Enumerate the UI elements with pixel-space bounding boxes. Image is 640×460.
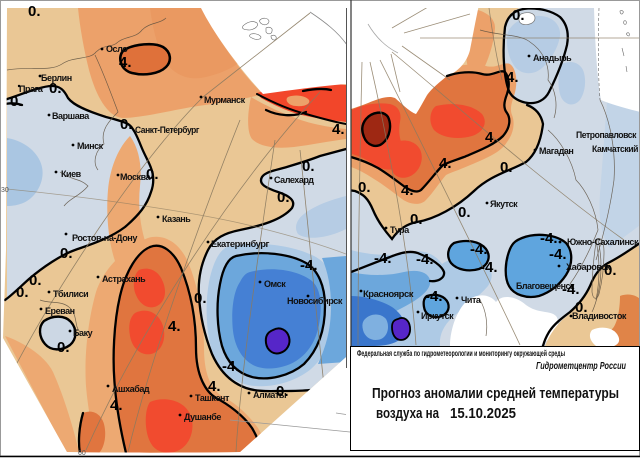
svg-text:-4.: -4.	[562, 281, 580, 298]
svg-text:Ростов-на-Дону: Ростов-на-Дону	[72, 233, 137, 243]
svg-text:Алматы: Алматы	[253, 390, 287, 400]
svg-text:Новосибирск: Новосибирск	[287, 296, 343, 306]
svg-text:Анадырь: Анадырь	[533, 53, 572, 63]
svg-text:Иркутск: Иркутск	[421, 311, 454, 321]
svg-text:15.10.2025: 15.10.2025	[450, 405, 516, 422]
svg-text:Екатеринбург: Екатеринбург	[211, 239, 270, 249]
svg-text:0.: 0.	[146, 166, 159, 183]
svg-text:4.: 4.	[110, 397, 123, 414]
svg-text:Осло: Осло	[106, 44, 128, 54]
svg-text:Гидрометцентр России: Гидрометцентр России	[536, 360, 626, 372]
svg-text:0.: 0.	[276, 383, 289, 400]
svg-text:Хабаровск: Хабаровск	[566, 262, 611, 272]
svg-text:Федеральная служба по гидромет: Федеральная служба по гидрометеорологии …	[357, 349, 565, 358]
svg-text:4.: 4.	[119, 54, 132, 71]
svg-text:4.: 4.	[208, 378, 221, 395]
svg-text:Магадан: Магадан	[539, 146, 573, 156]
svg-text:Баку: Баку	[73, 328, 93, 338]
svg-text:0.: 0.	[57, 339, 70, 356]
svg-text:30: 30	[1, 187, 9, 194]
svg-text:Прага: Прага	[19, 84, 44, 94]
svg-text:4.: 4.	[168, 318, 181, 335]
svg-text:4.: 4.	[485, 129, 498, 146]
svg-text:4.: 4.	[506, 69, 519, 86]
svg-text:Казань: Казань	[162, 214, 191, 224]
svg-text:60: 60	[78, 450, 86, 457]
svg-text:Ереван: Ереван	[45, 306, 75, 316]
svg-text:4.: 4.	[439, 155, 452, 172]
svg-text:Омск: Омск	[264, 279, 286, 289]
svg-text:Киев: Киев	[61, 169, 82, 179]
svg-text:Петропавловск: Петропавловск	[576, 130, 637, 140]
svg-text:-4.: -4.	[374, 250, 392, 267]
svg-text:Южно-Сахалинск: Южно-Сахалинск	[567, 237, 639, 247]
svg-text:Владивосток: Владивосток	[572, 311, 627, 321]
svg-text:0.: 0.	[500, 159, 513, 176]
svg-text:-4.: -4.	[549, 246, 567, 263]
svg-text:0.: 0.	[512, 7, 525, 24]
svg-text:Красноярск: Красноярск	[363, 289, 414, 299]
svg-text:Прогноз аномалии средней темпе: Прогноз аномалии средней температуры	[372, 385, 619, 402]
svg-text:Душанбе: Душанбе	[184, 412, 221, 422]
svg-text:-4.: -4.	[416, 251, 434, 268]
svg-text:-4.: -4.	[540, 230, 558, 247]
svg-text:Тбилиси: Тбилиси	[53, 289, 88, 299]
svg-text:0.: 0.	[458, 204, 471, 221]
svg-text:0.: 0.	[410, 211, 423, 228]
svg-text:0.: 0.	[604, 262, 617, 279]
svg-text:Мурманск: Мурманск	[204, 95, 246, 105]
svg-text:0.: 0.	[277, 189, 290, 206]
svg-text:Варшава: Варшава	[52, 111, 90, 121]
svg-text:0.: 0.	[194, 290, 207, 307]
svg-text:0.: 0.	[120, 116, 133, 133]
svg-text:Благовещенск: Благовещенск	[516, 281, 575, 291]
svg-text:0.: 0.	[358, 179, 371, 196]
svg-text:0.: 0.	[575, 299, 588, 316]
svg-text:Салехард: Салехард	[274, 175, 314, 185]
svg-text:0.: 0.	[60, 245, 73, 262]
svg-text:4.: 4.	[401, 182, 414, 199]
svg-text:Астрахань: Астрахань	[102, 274, 146, 284]
svg-text:Камчатский: Камчатский	[592, 144, 638, 154]
svg-text:4.: 4.	[332, 121, 345, 138]
svg-text:-4.: -4.	[480, 259, 498, 276]
svg-text:Ташкент: Ташкент	[195, 393, 230, 403]
svg-text:-4.: -4.	[425, 288, 443, 305]
svg-text:Берлин: Берлин	[41, 73, 72, 83]
svg-text:воздуха на: воздуха на	[376, 405, 439, 422]
svg-text:0.: 0.	[29, 272, 42, 289]
svg-text:Якутск: Якутск	[490, 199, 518, 209]
svg-text:Тура: Тура	[390, 225, 410, 235]
svg-text:0.: 0.	[49, 80, 62, 97]
svg-text:0.: 0.	[16, 284, 29, 301]
svg-text:Ашхабад: Ашхабад	[112, 384, 150, 394]
svg-text:Санкт-Петербург: Санкт-Петербург	[135, 125, 200, 135]
svg-text:0.: 0.	[302, 158, 315, 175]
svg-text:-4.: -4.	[300, 257, 318, 274]
svg-text:-4.: -4.	[470, 241, 488, 258]
svg-text:0.: 0.	[10, 93, 23, 110]
svg-text:Чита: Чита	[461, 295, 482, 305]
svg-text:0.: 0.	[28, 3, 41, 20]
svg-text:Москва: Москва	[120, 172, 152, 182]
svg-text:Минск: Минск	[77, 141, 104, 151]
svg-text:-4.: -4.	[222, 358, 240, 375]
